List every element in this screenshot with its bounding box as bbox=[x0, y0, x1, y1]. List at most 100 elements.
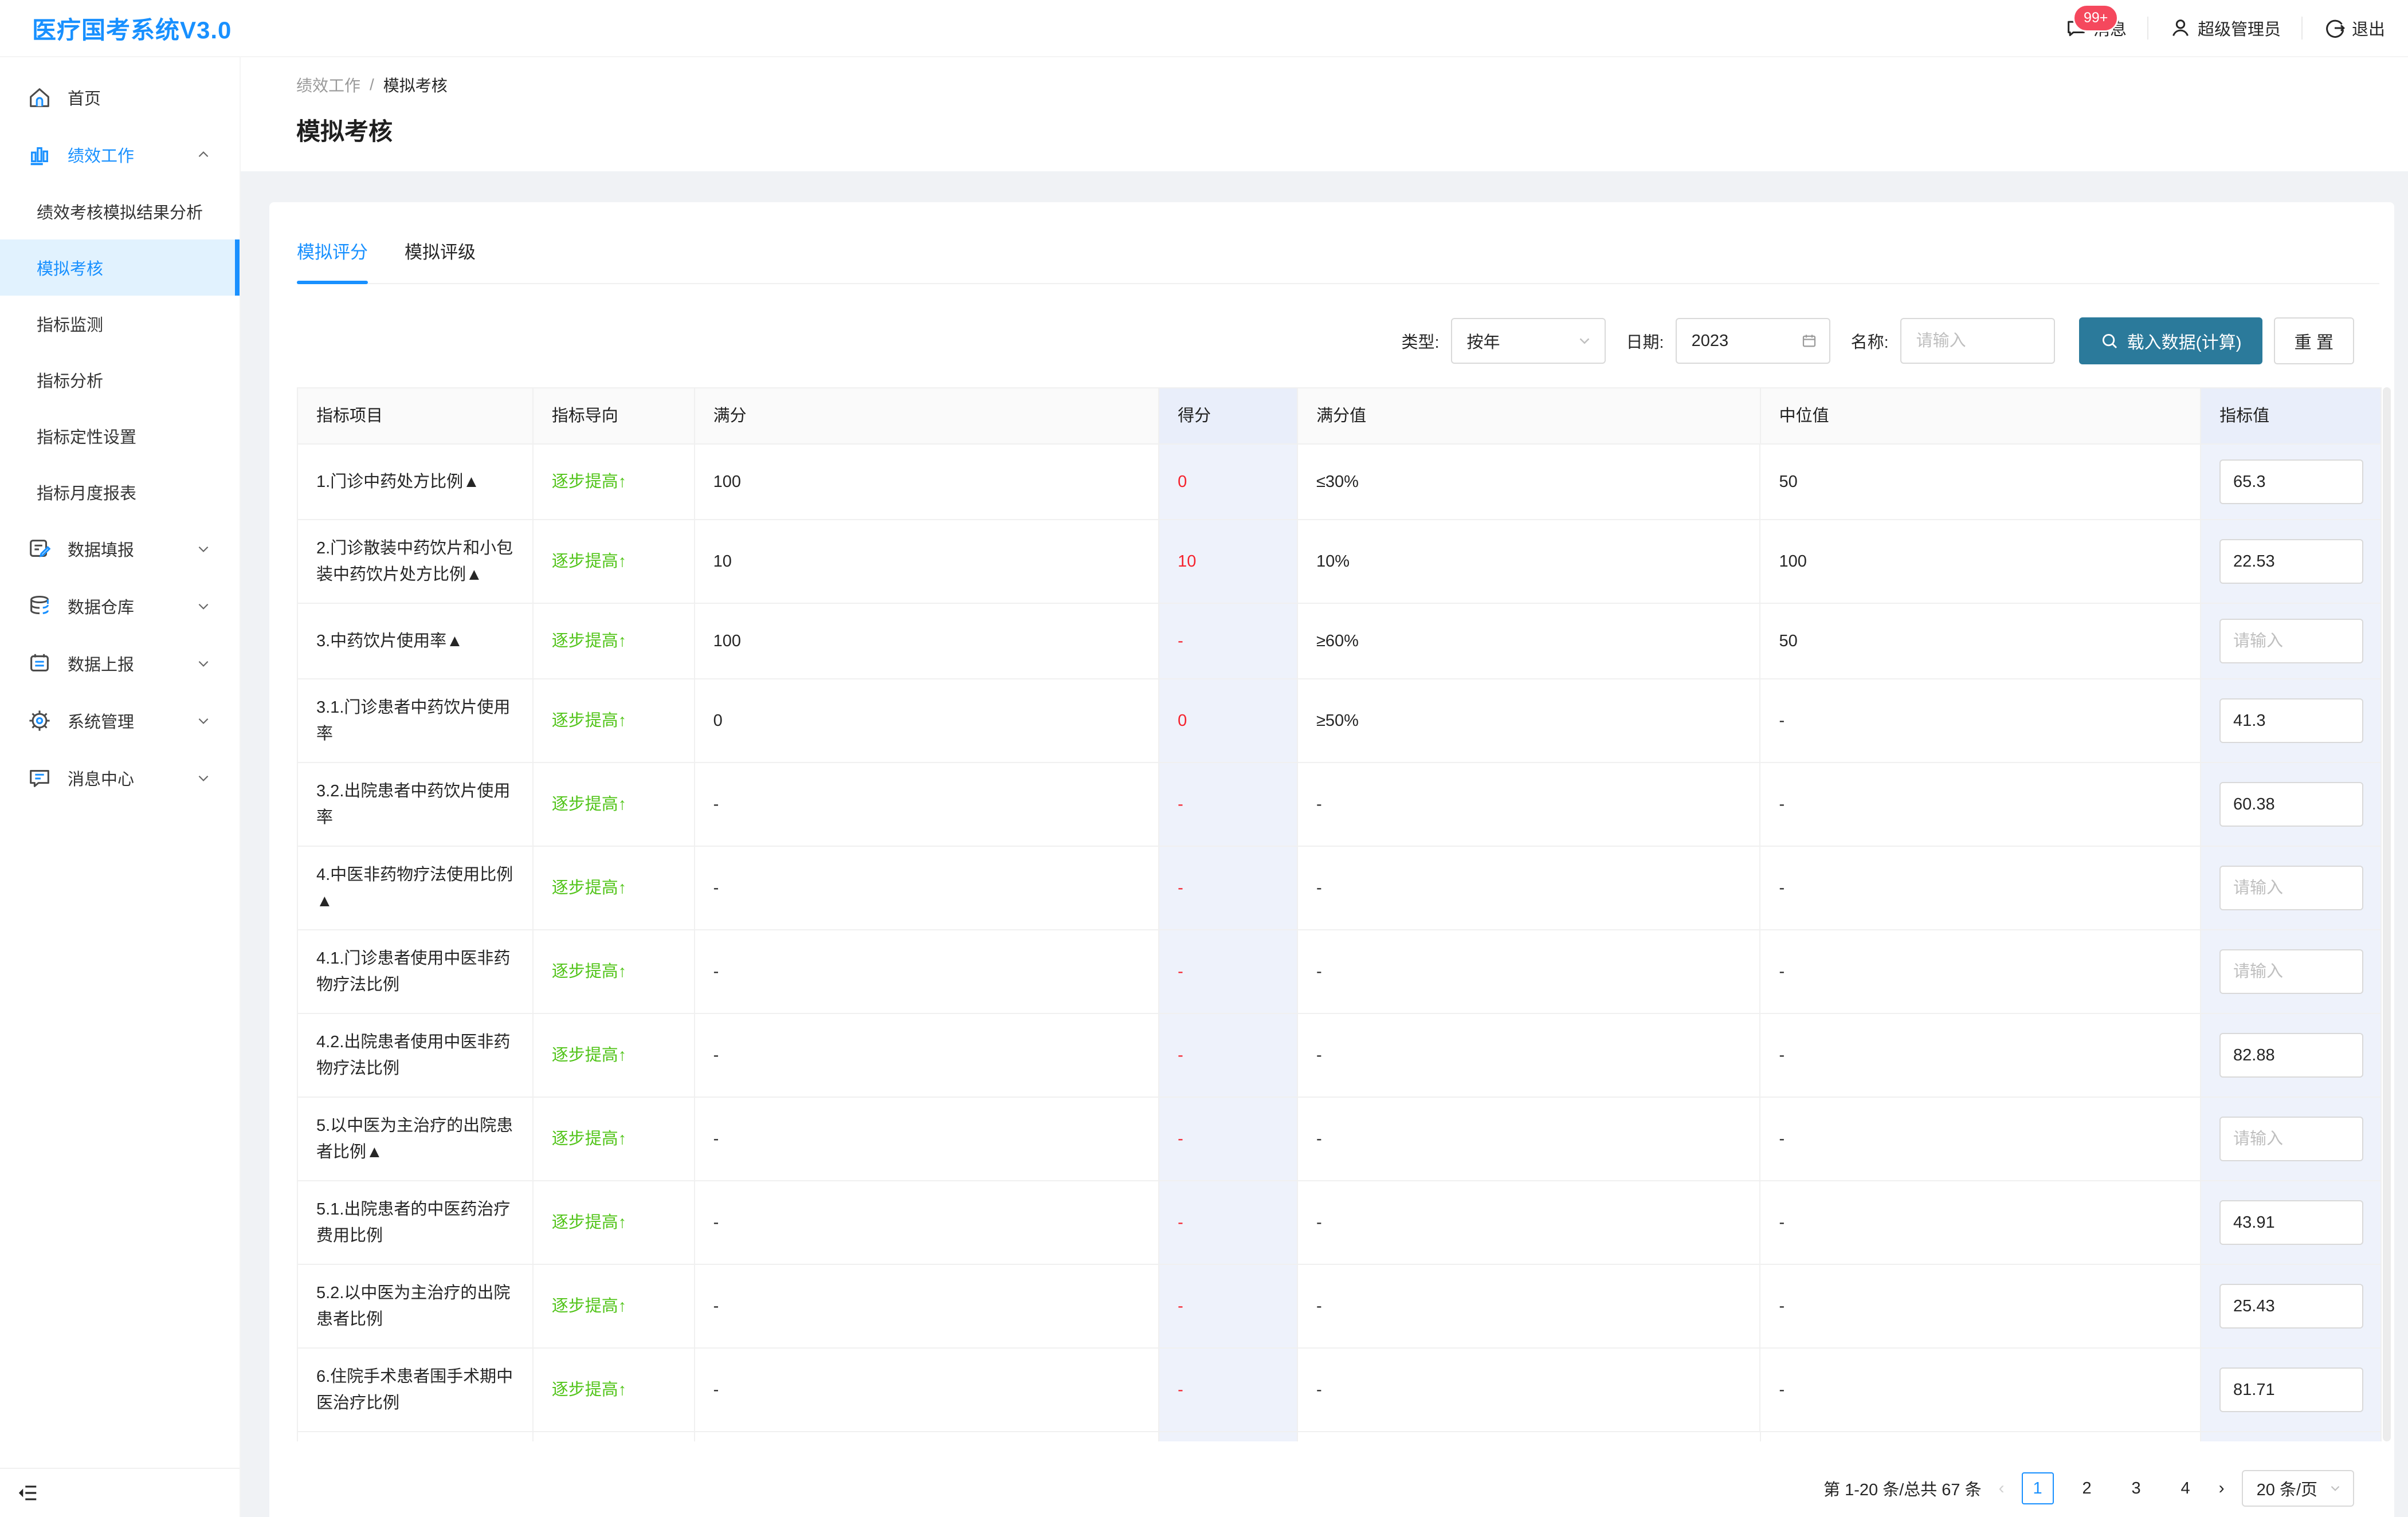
date-picker[interactable]: 2023 bbox=[1675, 318, 1830, 364]
unread-count-badge: 99+ bbox=[2072, 4, 2119, 32]
sidebar-item-system-management[interactable]: 系统管理 bbox=[0, 692, 240, 749]
load-data-button[interactable]: 载入数据(计算) bbox=[2078, 317, 2262, 364]
messages-menu[interactable]: 99+ 消息 bbox=[2065, 4, 2127, 40]
full-score-value: 10% bbox=[1298, 520, 1761, 603]
indicator-value-input[interactable] bbox=[2219, 539, 2363, 584]
score: - bbox=[1159, 763, 1298, 846]
table-row: 2.门诊散装中药饮片和小包装中药饮片处方比例▲ 逐步提高↑ 10 10 10% … bbox=[298, 520, 2382, 604]
sidebar-item-message-center[interactable]: 消息中心 bbox=[0, 749, 240, 807]
full-score-value: - bbox=[1298, 1349, 1761, 1431]
type-select[interactable]: 按年 bbox=[1450, 318, 1606, 364]
full-score-value: - bbox=[1298, 1265, 1761, 1347]
median-value: - bbox=[1760, 1014, 2201, 1097]
tab-simulated-rating[interactable]: 模拟评级 bbox=[405, 242, 476, 262]
sidebar-subitem-indicator-qualitative[interactable]: 指标定性设置 bbox=[0, 408, 240, 464]
collapse-sidebar-icon[interactable] bbox=[17, 1482, 39, 1504]
indicator-value-input[interactable] bbox=[2219, 698, 2363, 743]
clipped-table-row bbox=[298, 1432, 2382, 1441]
column-header: 指标导向 bbox=[533, 388, 695, 443]
page-button-1[interactable]: 1 bbox=[2021, 1472, 2054, 1504]
score: - bbox=[1159, 1265, 1298, 1347]
score: 10 bbox=[1159, 520, 1298, 603]
chevron-down-icon bbox=[196, 541, 211, 556]
full-score-value: ≤30% bbox=[1298, 445, 1761, 519]
sidebar-subitem-indicator-monthly-report[interactable]: 指标月度报表 bbox=[0, 464, 240, 520]
column-header: 指标值 bbox=[2201, 388, 2382, 443]
sidebar-subitem-label: 绩效考核模拟结果分析 bbox=[37, 204, 203, 222]
sidebar-item-data-entry[interactable]: 数据填报 bbox=[0, 520, 240, 577]
indicator-value-input[interactable] bbox=[2219, 866, 2363, 910]
table-scrollbar[interactable] bbox=[2383, 387, 2391, 1441]
name-input[interactable] bbox=[1916, 331, 2042, 351]
full-score: 100 bbox=[695, 604, 1160, 678]
chat-bubble-icon bbox=[26, 765, 53, 791]
full-score: - bbox=[695, 763, 1160, 846]
median-value: - bbox=[1760, 1265, 2201, 1347]
page-button-2[interactable]: 2 bbox=[2082, 1479, 2092, 1498]
indicator-table: 指标项目 指标导向 满分 得分 满分值 中位值 指标值 1.门诊中药处方比例▲ … bbox=[297, 387, 2382, 1441]
indicator-name: 3.中药饮片使用率▲ bbox=[298, 604, 534, 678]
indicator-direction: 逐步提高↑ bbox=[534, 847, 695, 929]
sidebar-subitem-perf-analysis[interactable]: 绩效考核模拟结果分析 bbox=[0, 183, 240, 239]
bar-chart-icon bbox=[26, 142, 53, 168]
logout-button[interactable]: 退出 bbox=[2323, 16, 2385, 40]
indicator-value-input[interactable] bbox=[2219, 949, 2363, 994]
sidebar-item-data-report[interactable]: 数据上报 bbox=[0, 635, 240, 692]
reset-button[interactable]: 重 置 bbox=[2273, 317, 2354, 364]
page-size-select[interactable]: 20 条/页 bbox=[2241, 1470, 2354, 1507]
page-title: 模拟考核 bbox=[296, 118, 393, 145]
sidebar-subitem-indicator-monitor[interactable]: 指标监测 bbox=[0, 296, 240, 352]
next-page-button[interactable]: › bbox=[2218, 1479, 2225, 1498]
sidebar-collapse-bar bbox=[0, 1468, 240, 1517]
table-row: 5.以中医为主治疗的出院患者比例▲ 逐步提高↑ - - - - bbox=[298, 1098, 2382, 1181]
breadcrumb-parent[interactable]: 绩效工作 bbox=[296, 77, 361, 95]
indicator-value-input[interactable] bbox=[2219, 1367, 2363, 1412]
median-value: - bbox=[1760, 930, 2201, 1013]
column-header: 满分值 bbox=[1298, 388, 1761, 443]
tab-simulated-scoring[interactable]: 模拟评分 bbox=[297, 238, 368, 284]
user-menu[interactable]: 超级管理员 bbox=[2169, 16, 2281, 40]
indicator-name: 3.1.门诊患者中药饮片使用率 bbox=[298, 679, 534, 762]
chevron-down-icon bbox=[196, 771, 211, 785]
sidebar-item-label: 消息中心 bbox=[68, 771, 135, 789]
logout-label: 退出 bbox=[2351, 21, 2385, 39]
column-header: 指标项目 bbox=[298, 388, 534, 443]
median-value: - bbox=[1760, 763, 2201, 846]
median-value: 50 bbox=[1760, 445, 2201, 519]
page-button-4[interactable]: 4 bbox=[2180, 1479, 2190, 1498]
indicator-value-input[interactable] bbox=[2219, 619, 2363, 663]
sidebar-item-label: 数据仓库 bbox=[68, 599, 135, 617]
full-score: 0 bbox=[695, 679, 1160, 762]
sidebar-item-label: 系统管理 bbox=[68, 713, 135, 732]
main-content: 绩效工作 / 模拟考核 模拟考核 模拟评分 模拟评级 类型: 按年 日期: 20… bbox=[241, 57, 2408, 1517]
median-value: - bbox=[1760, 1349, 2201, 1431]
full-score-value: - bbox=[1298, 1014, 1761, 1097]
score: - bbox=[1159, 930, 1298, 1013]
sidebar-subitem-simulated-assessment[interactable]: 模拟考核 bbox=[0, 239, 240, 296]
sidebar-item-data-warehouse[interactable]: 数据仓库 bbox=[0, 577, 240, 635]
indicator-value-input[interactable] bbox=[2219, 1117, 2363, 1161]
indicator-direction: 逐步提高↑ bbox=[534, 763, 695, 846]
table-row: 3.2.出院患者中药饮片使用率 逐步提高↑ - - - - bbox=[298, 763, 2382, 847]
clipboard-icon bbox=[26, 650, 53, 677]
indicator-value-input[interactable] bbox=[2219, 1033, 2363, 1078]
indicator-value-input[interactable] bbox=[2219, 1284, 2363, 1329]
indicator-value-input[interactable] bbox=[2219, 782, 2363, 827]
pagination: 第 1-20 条/总共 67 条 ‹ 1 2 3 4 › 20 条/页 bbox=[297, 1470, 2354, 1507]
date-label: 日期: bbox=[1626, 333, 1664, 352]
sidebar: 首页 绩效工作 绩效考核模拟结果分析 模拟考核 指标监测 bbox=[0, 57, 241, 1517]
breadcrumb-current: 模拟考核 bbox=[383, 77, 448, 95]
table-area: 指标项目 指标导向 满分 得分 满分值 中位值 指标值 1.门诊中药处方比例▲ … bbox=[297, 387, 2391, 1441]
breadcrumb: 绩效工作 / 模拟考核 bbox=[296, 73, 2408, 96]
breadcrumb-separator: / bbox=[370, 76, 374, 93]
sidebar-subitem-indicator-analysis[interactable]: 指标分析 bbox=[0, 352, 240, 408]
type-select-value: 按年 bbox=[1466, 333, 1500, 352]
page-button-3[interactable]: 3 bbox=[2131, 1479, 2141, 1498]
indicator-value-input[interactable] bbox=[2219, 459, 2363, 504]
prev-page-button[interactable]: ‹ bbox=[1998, 1479, 2005, 1498]
sidebar-item-home[interactable]: 首页 bbox=[0, 69, 240, 126]
indicator-name: 4.中医非药物疗法使用比例▲ bbox=[298, 847, 534, 929]
indicator-value-input[interactable] bbox=[2219, 1200, 2363, 1245]
sidebar-item-performance[interactable]: 绩效工作 bbox=[0, 126, 240, 183]
full-score: 100 bbox=[695, 445, 1160, 519]
